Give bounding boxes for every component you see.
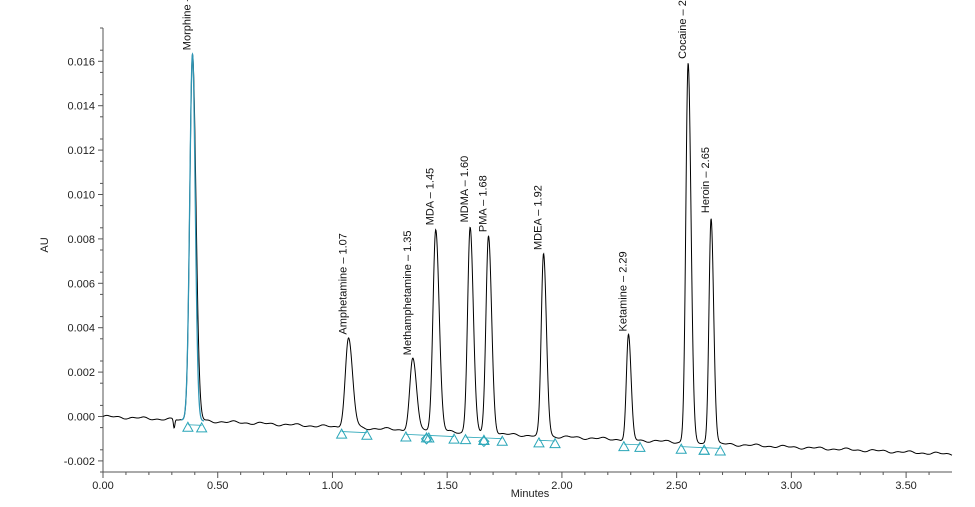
peak-label: MDEA – 1.92 bbox=[533, 185, 545, 250]
y-tick-label: 0.004 bbox=[67, 323, 95, 335]
peak-label: Heroin – 2.65 bbox=[700, 147, 712, 213]
valley-marker bbox=[420, 433, 433, 445]
peak-boundary-marker bbox=[549, 437, 561, 449]
x-tick-label: 2.00 bbox=[551, 480, 572, 492]
peak-boundary-marker bbox=[448, 433, 460, 444]
y-tick-label: 0.012 bbox=[67, 145, 95, 157]
integration-baseline bbox=[681, 446, 705, 449]
peak-boundary-marker bbox=[714, 444, 727, 456]
peak-boundary-marker bbox=[361, 429, 373, 440]
axes bbox=[102, 28, 952, 473]
baseline-layer bbox=[187, 424, 721, 449]
peak-label: MDA – 1.45 bbox=[425, 168, 437, 225]
peak-boundary-marker bbox=[698, 444, 711, 455]
x-tick-label: 2.50 bbox=[666, 480, 687, 492]
peak-label: Amphetamine – 1.07 bbox=[338, 233, 350, 335]
peak-boundary-marker bbox=[634, 441, 646, 452]
chromatogram-trace bbox=[102, 54, 953, 456]
peak-boundary-marker bbox=[618, 440, 630, 452]
y-tick-label: 0.016 bbox=[67, 56, 95, 68]
peak-label: PMA – 1.68 bbox=[478, 175, 490, 232]
integration-baseline bbox=[465, 436, 484, 439]
x-tick-label: 3.50 bbox=[895, 480, 916, 492]
integration-baseline bbox=[187, 424, 202, 426]
peak-label: Cocaine – 2.55 bbox=[677, 0, 689, 59]
x-tick-label: 3.00 bbox=[781, 480, 802, 492]
x-tick-label: 1.50 bbox=[436, 480, 457, 492]
morphine-peak-trace bbox=[180, 52, 205, 422]
peak-label: Methamphetamine – 1.35 bbox=[402, 230, 414, 355]
peak-boundary-marker bbox=[182, 421, 194, 432]
y-tick-label: 0.002 bbox=[67, 367, 95, 379]
peak-boundary-marker bbox=[533, 436, 545, 448]
marker-layer bbox=[182, 421, 727, 456]
peak-boundary-marker bbox=[459, 433, 472, 445]
peak-label: Morphine – 0.39 bbox=[182, 0, 194, 50]
y-tick-label: 0.006 bbox=[67, 278, 95, 290]
integration-baseline bbox=[405, 434, 427, 436]
y-axis-title: AU bbox=[39, 237, 51, 252]
x-tick-label: 0.00 bbox=[92, 480, 113, 492]
y-axis-ticks: -0.002 0.000 0.002 0.004 0.006 0.008 0.010 0.01… bbox=[64, 27, 103, 473]
peak-label: MDMA – 1.60 bbox=[459, 156, 471, 223]
integration-baseline bbox=[428, 435, 455, 437]
x-axis-title: Minutes bbox=[511, 488, 550, 500]
integration-baseline bbox=[704, 447, 721, 449]
x-tick-label: 0.50 bbox=[207, 480, 228, 492]
trace-layer bbox=[102, 52, 953, 456]
y-tick-label: 0.010 bbox=[67, 190, 95, 202]
x-tick-label: 1.00 bbox=[322, 480, 343, 492]
y-tick-label: 0.008 bbox=[67, 234, 95, 246]
x-axis-ticks: 0.00 0.50 1.00 1.50 2.00 2.50 3.00 3.50 bbox=[92, 472, 930, 492]
integration-baseline bbox=[623, 443, 640, 446]
peak-boundary-marker bbox=[496, 435, 509, 446]
integration-baseline bbox=[341, 431, 367, 434]
integration-baseline bbox=[483, 437, 503, 440]
integration-baseline bbox=[538, 439, 556, 442]
peak-boundary-marker bbox=[400, 430, 412, 442]
peak-boundary-marker bbox=[335, 428, 348, 439]
y-tick-label: -0.002 bbox=[64, 456, 95, 468]
peak-label-layer: Morphine – 0.39 Amphetamine – 1.07 Methamp… bbox=[182, 0, 713, 355]
valley-marker bbox=[478, 435, 490, 448]
peak-label: Ketamine – 2.29 bbox=[618, 251, 630, 331]
peak-boundary-marker bbox=[675, 443, 688, 454]
y-tick-label: 0.014 bbox=[67, 101, 95, 113]
peak-boundary-marker bbox=[698, 444, 711, 455]
peak-boundary-marker bbox=[195, 421, 208, 433]
peak-boundary-marker bbox=[478, 434, 490, 445]
y-tick-label: 0.000 bbox=[67, 412, 95, 424]
